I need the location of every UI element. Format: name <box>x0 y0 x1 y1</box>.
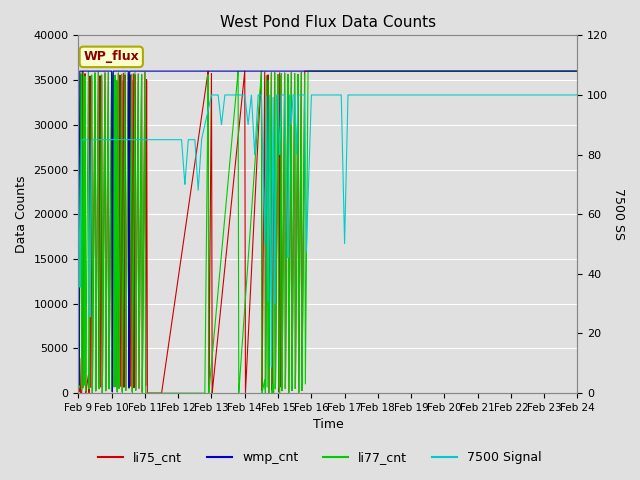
wmp_cnt <box>109 389 116 395</box>
li75_cnt <box>573 68 581 74</box>
li75_cnt <box>77 390 84 396</box>
7500 Signal <box>75 137 83 143</box>
Y-axis label: 7500 SS: 7500 SS <box>612 188 625 240</box>
7500 Signal <box>547 92 555 98</box>
Legend: li75_cnt, wmp_cnt, li77_cnt, 7500 Signal: li75_cnt, wmp_cnt, li77_cnt, 7500 Signal <box>93 446 547 469</box>
li77_cnt <box>104 80 112 86</box>
7500 Signal <box>268 364 275 370</box>
7500 Signal <box>208 92 216 98</box>
7500 Signal <box>319 92 326 98</box>
li75_cnt <box>547 68 555 74</box>
li77_cnt <box>319 68 326 74</box>
li77_cnt <box>172 390 180 396</box>
7500 Signal <box>573 92 581 98</box>
wmp_cnt <box>573 68 581 74</box>
li77_cnt <box>95 386 103 392</box>
li75_cnt <box>95 363 103 369</box>
Line: wmp_cnt: wmp_cnt <box>79 71 577 392</box>
wmp_cnt <box>547 68 555 74</box>
wmp_cnt <box>172 68 180 74</box>
wmp_cnt <box>77 68 84 74</box>
li75_cnt <box>104 74 112 80</box>
Text: WP_flux: WP_flux <box>83 50 139 63</box>
Line: li77_cnt: li77_cnt <box>79 71 577 393</box>
li77_cnt <box>573 68 581 74</box>
wmp_cnt <box>95 68 103 74</box>
li77_cnt <box>77 135 84 141</box>
Title: West Pond Flux Data Counts: West Pond Flux Data Counts <box>220 15 436 30</box>
li75_cnt <box>77 390 84 396</box>
li75_cnt <box>241 68 248 74</box>
li75_cnt <box>75 341 83 347</box>
Line: li75_cnt: li75_cnt <box>79 71 577 393</box>
li75_cnt <box>319 68 326 74</box>
X-axis label: Time: Time <box>312 419 343 432</box>
wmp_cnt <box>104 68 112 74</box>
li77_cnt <box>142 390 150 396</box>
7500 Signal <box>172 137 180 143</box>
wmp_cnt <box>319 68 326 74</box>
li75_cnt <box>172 288 180 294</box>
Line: 7500 Signal: 7500 Signal <box>79 95 577 367</box>
7500 Signal <box>95 137 103 143</box>
wmp_cnt <box>75 68 83 74</box>
li77_cnt <box>75 68 83 74</box>
Y-axis label: Data Counts: Data Counts <box>15 176 28 253</box>
7500 Signal <box>104 137 112 143</box>
7500 Signal <box>77 234 84 240</box>
li77_cnt <box>547 68 555 74</box>
